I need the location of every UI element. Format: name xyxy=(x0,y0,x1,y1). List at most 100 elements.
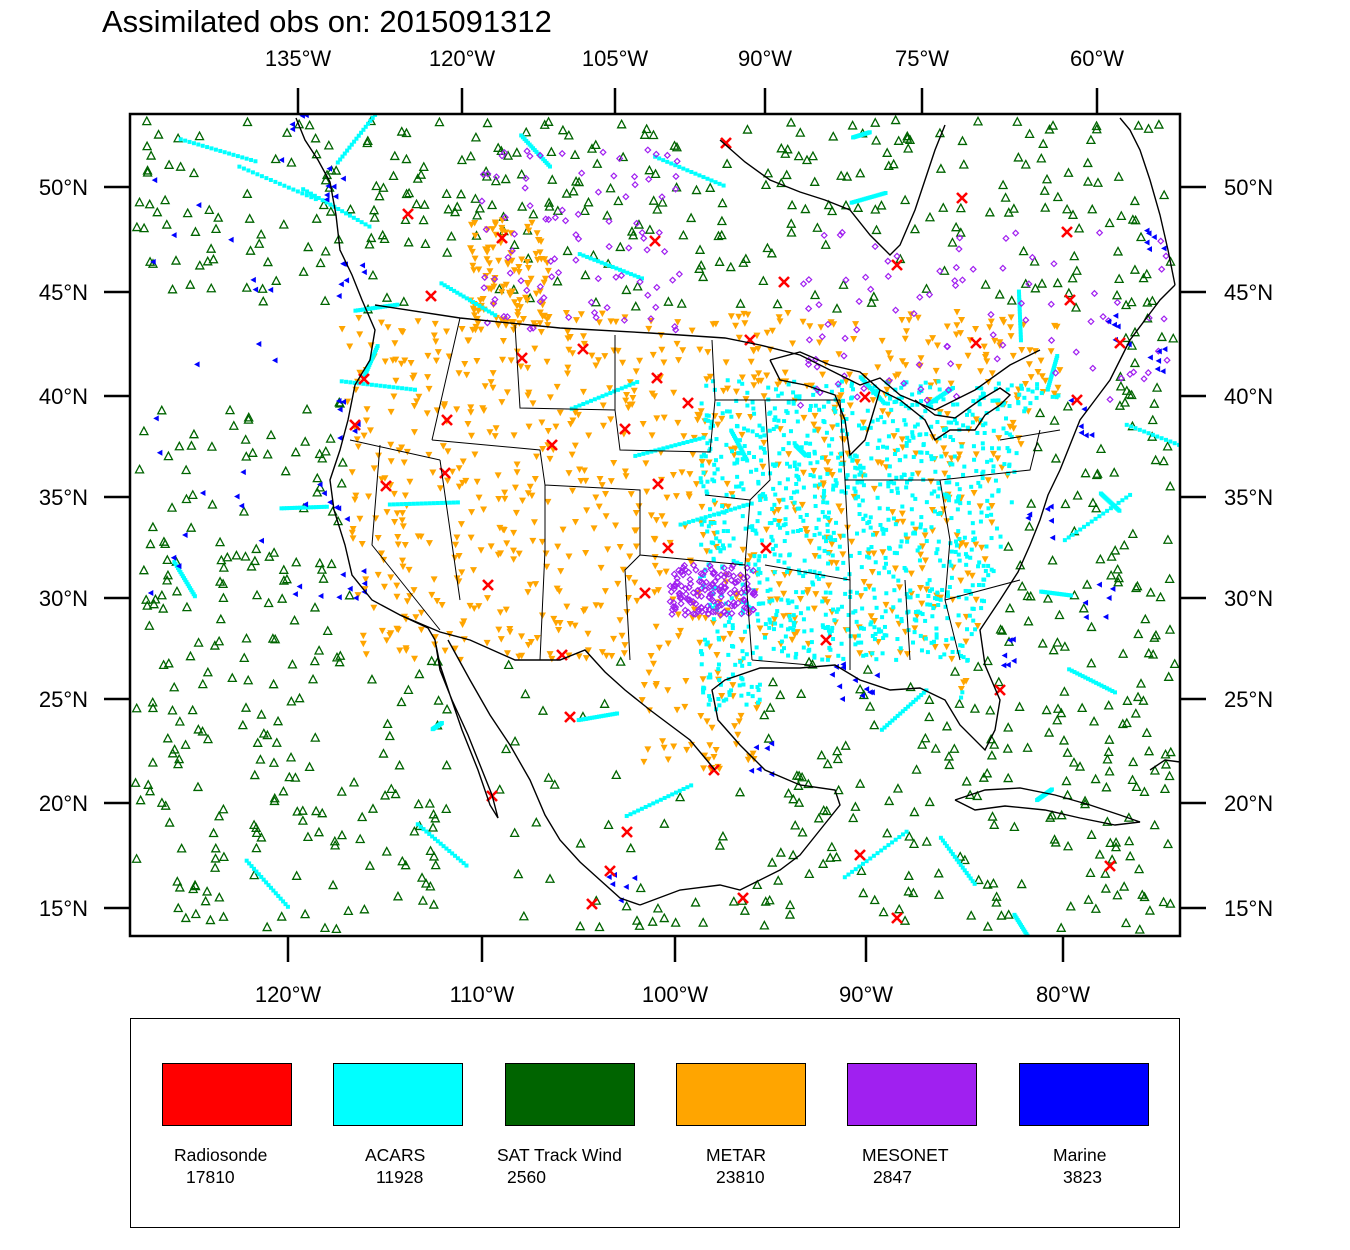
acars-marker xyxy=(917,545,922,550)
acars-marker xyxy=(878,522,883,527)
metar-marker xyxy=(953,309,961,316)
metar-marker xyxy=(977,368,985,375)
metar-marker xyxy=(780,613,788,620)
acars-marker xyxy=(757,580,762,585)
lat-label: 35°N xyxy=(39,485,88,510)
radiosonde-marker xyxy=(482,579,494,591)
mesonet-marker xyxy=(799,280,808,288)
acars-marker xyxy=(970,420,975,425)
acars-marker xyxy=(919,399,924,404)
sat-wind-marker xyxy=(866,297,877,307)
sat-wind-marker xyxy=(172,758,184,769)
acars-marker xyxy=(378,383,383,388)
metar-marker xyxy=(661,521,669,529)
sat-wind-marker xyxy=(254,238,265,248)
metar-marker xyxy=(775,581,783,588)
metar-marker xyxy=(974,623,982,630)
metar-marker xyxy=(651,536,659,543)
acars-marker xyxy=(282,506,287,511)
radiosonde-marker xyxy=(586,898,598,910)
legend-swatch xyxy=(1019,1063,1149,1126)
mesonet-marker xyxy=(558,149,566,158)
acars-marker xyxy=(857,864,862,869)
sat-wind-marker xyxy=(728,896,739,906)
acars-marker xyxy=(361,127,366,132)
acars-marker xyxy=(803,441,808,446)
metar-marker xyxy=(360,432,368,440)
acars-marker xyxy=(490,311,495,316)
acars-marker xyxy=(249,864,254,869)
acars-marker xyxy=(983,568,988,573)
sat-wind-marker xyxy=(1040,202,1051,212)
acars-marker xyxy=(706,702,711,707)
acars-marker xyxy=(314,505,319,510)
latitude-labels-right: 50°N 45°N 40°N 35°N 30°N 25°N 20°N 15°N xyxy=(1224,175,1273,921)
acars-marker xyxy=(705,479,710,484)
marine-marker xyxy=(1078,429,1085,436)
metar-marker xyxy=(474,320,482,327)
acars-marker xyxy=(772,502,777,507)
marine-marker xyxy=(753,744,759,751)
metar-marker xyxy=(750,348,758,355)
acars-marker xyxy=(707,694,712,699)
marine-marker xyxy=(609,881,616,888)
sat-wind-marker xyxy=(868,291,879,301)
marine-marker xyxy=(1049,534,1056,541)
acars-marker xyxy=(728,615,733,620)
acars-marker xyxy=(183,138,188,143)
mesonet-marker xyxy=(711,577,719,586)
acars-marker xyxy=(895,614,900,619)
metar-marker xyxy=(874,364,882,371)
metar-marker xyxy=(907,570,915,578)
acars-marker xyxy=(367,224,372,229)
sat-wind-marker xyxy=(1013,152,1024,162)
acars-marker xyxy=(1110,689,1115,694)
radiosonde-marker xyxy=(970,337,982,349)
sat-wind-marker xyxy=(400,859,411,870)
metar-marker xyxy=(436,485,444,492)
acars-marker xyxy=(863,513,868,518)
sat-wind-marker xyxy=(318,199,329,210)
sat-wind-marker xyxy=(1159,783,1171,793)
sat-wind-marker xyxy=(287,659,298,669)
metar-marker xyxy=(835,394,843,402)
metar-marker xyxy=(929,527,937,535)
sat-wind-marker xyxy=(298,266,309,276)
sat-wind-marker xyxy=(206,282,217,293)
mesonet-marker xyxy=(536,151,544,160)
sat-wind-marker xyxy=(775,847,786,857)
mesonet-marker xyxy=(640,234,648,242)
radiosonde-marker xyxy=(1104,860,1116,872)
acars-marker xyxy=(689,438,694,443)
sat-wind-marker xyxy=(1139,891,1150,902)
acars-marker xyxy=(772,517,777,522)
acars-marker xyxy=(450,851,455,856)
marine-marker xyxy=(340,175,346,182)
acars-marker xyxy=(944,495,949,500)
mesonet-marker xyxy=(944,386,953,394)
metar-marker xyxy=(812,591,820,598)
sat-wind-marker xyxy=(966,910,977,920)
metar-marker xyxy=(526,483,534,491)
sat-wind-marker xyxy=(1165,898,1176,908)
acars-marker xyxy=(724,508,729,513)
sat-wind-marker xyxy=(142,167,153,177)
acars-marker xyxy=(976,480,981,485)
metar-marker xyxy=(471,255,479,263)
acars-marker xyxy=(772,627,777,632)
acars-marker xyxy=(628,812,633,817)
acars-marker xyxy=(363,222,368,227)
acars-marker xyxy=(1181,445,1185,449)
metar-marker xyxy=(995,435,1003,442)
acars-marker xyxy=(767,599,772,604)
metar-marker xyxy=(885,350,893,357)
sat-wind-marker xyxy=(239,652,250,662)
acars-marker xyxy=(944,426,949,431)
acars-marker xyxy=(965,658,970,663)
sat-wind-marker xyxy=(816,749,827,760)
sat-wind-marker xyxy=(807,150,819,161)
acars-marker xyxy=(953,539,958,544)
sat-wind-marker xyxy=(1091,123,1102,134)
acars-marker xyxy=(737,683,742,688)
marine-marker xyxy=(278,156,285,163)
